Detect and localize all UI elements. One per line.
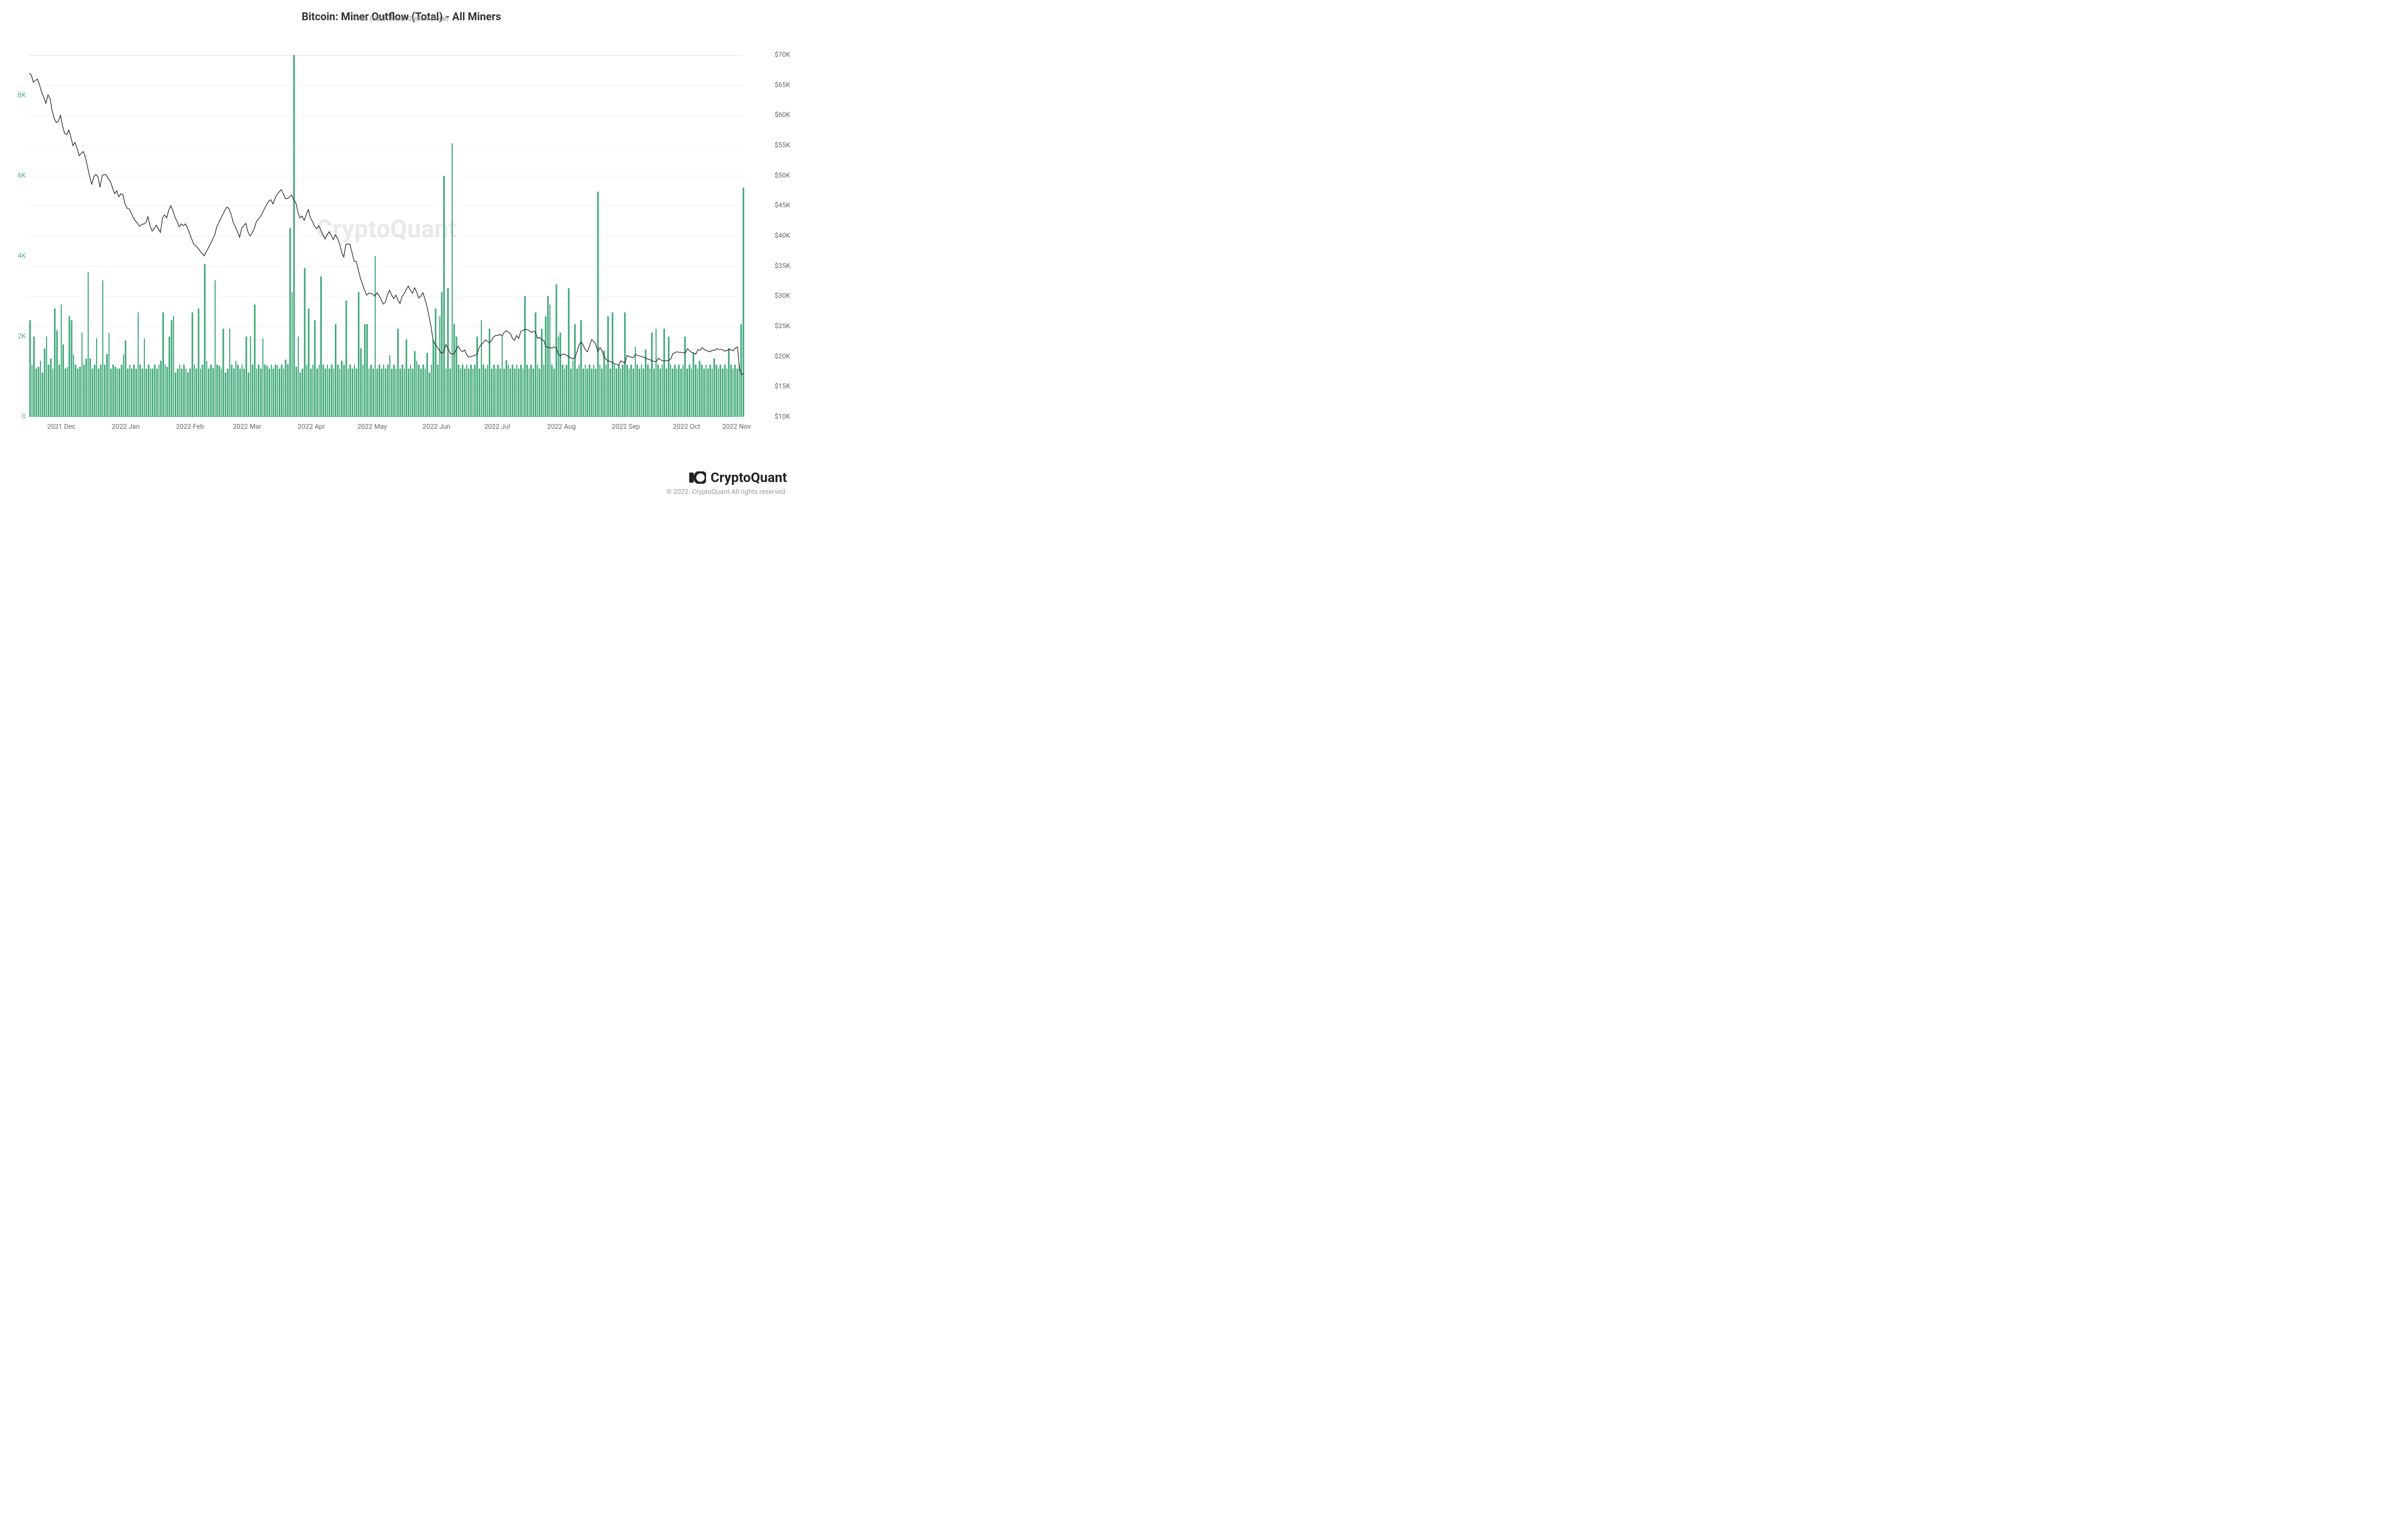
y-left-tick: 6K: [6, 171, 26, 179]
y-right-tick: $65K: [775, 81, 797, 89]
y-right-tick: $55K: [775, 141, 797, 149]
y-right-tick: $40K: [775, 231, 797, 239]
y-right-tick: $70K: [775, 51, 797, 58]
y-right-tick: $50K: [775, 171, 797, 179]
chart-legend: Price (USD) Miner Outflow (Total): [0, 15, 803, 22]
x-axis-label: 2022 Jan: [112, 423, 140, 430]
x-axis-label: 2021 Dec: [47, 423, 75, 430]
x-axis-label: 2022 Jun: [422, 423, 450, 430]
y-right-tick: $35K: [775, 262, 797, 270]
y-right-tick: $45K: [775, 201, 797, 209]
logo-icon: [689, 471, 706, 484]
y-left-tick: 0: [6, 412, 26, 420]
x-axis-label: 2022 Nov: [722, 423, 751, 430]
copyright-text: © 2022. CryptoQuant All rights reserved.: [666, 488, 787, 496]
y-right-tick: $25K: [775, 322, 797, 330]
x-axis-label: 2022 May: [357, 423, 387, 430]
brand-text: CryptoQuant: [711, 470, 787, 485]
x-axis-label: 2022 Sep: [612, 423, 640, 430]
x-axis-label: 2022 Apr: [298, 423, 325, 430]
price-line-series: [29, 55, 744, 417]
x-axis-label: 2022 Feb: [176, 423, 204, 430]
y-right-tick: $60K: [775, 111, 797, 119]
y-left-tick: 4K: [6, 252, 26, 260]
x-axis-label: 2022 Oct: [673, 423, 700, 430]
footer: CryptoQuant © 2022. CryptoQuant All righ…: [666, 470, 787, 496]
chart-container: Bitcoin: Miner Outflow (Total) - All Min…: [0, 0, 803, 506]
legend-price: Price (USD): [354, 15, 386, 22]
y-right-tick: $20K: [775, 352, 797, 360]
x-axis-label: 2022 Jul: [484, 423, 510, 430]
x-axis-label: 2022 Aug: [547, 423, 576, 430]
x-axis-label: 2022 Mar: [233, 423, 261, 430]
y-left-tick: 8K: [6, 91, 26, 99]
x-axis-line: [40, 416, 732, 417]
legend-outflow: Miner Outflow (Total): [390, 15, 449, 22]
y-right-tick: $30K: [775, 292, 797, 299]
y-right-tick: $10K: [775, 412, 797, 420]
y-left-tick: 2K: [6, 332, 26, 340]
y-right-tick: $15K: [775, 382, 797, 390]
brand-logo: CryptoQuant: [666, 470, 787, 485]
chart-plot-area: CryptoQuant 2021 Dec2022 Jan2022 Feb2022…: [29, 55, 744, 417]
